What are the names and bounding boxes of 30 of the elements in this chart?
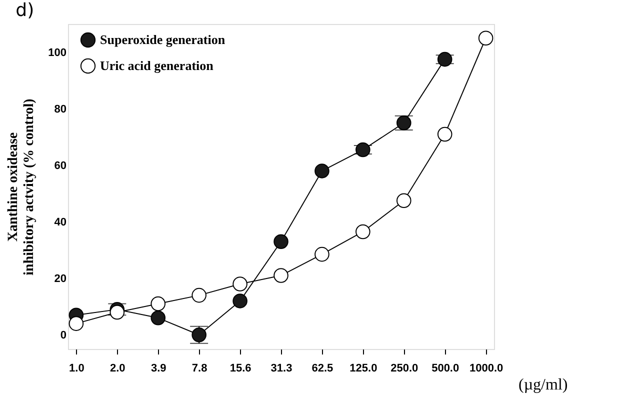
y-tick-label: 60	[54, 160, 66, 172]
point	[356, 142, 370, 158]
x-tick-label: 500.0	[432, 362, 460, 374]
point	[274, 234, 288, 249]
x-tick-label: 2.0	[110, 362, 126, 374]
point	[314, 164, 330, 178]
x-tick-label: 15.6	[230, 362, 252, 374]
y-tick-label: 20	[54, 272, 66, 285]
point	[437, 52, 452, 67]
point	[110, 304, 125, 320]
y-tick-label: 80	[54, 103, 66, 116]
y-axis-title: Xanthine oxidease inhibitory actvity (% control)	[6, 98, 38, 276]
x-tick-label: 62.5	[312, 362, 334, 374]
x-tick-label: 1.0	[69, 362, 84, 374]
y-tick-label: 0	[60, 329, 66, 342]
x-tick-label: 125.0	[350, 362, 378, 374]
y-tick-label: 40	[54, 216, 66, 228]
x-tick-label: 1000.0	[469, 362, 504, 374]
point	[232, 294, 248, 308]
x-axis-title: (µg/ml)	[518, 376, 568, 394]
legend-label: Uric acid generation	[100, 58, 214, 73]
chart-title: d)	[16, 0, 34, 21]
x-tick-label: 31.3	[270, 362, 292, 374]
x-tick-label: 250.0	[390, 362, 418, 374]
x-tick-label: 3.9	[150, 362, 166, 374]
point	[68, 316, 84, 331]
y-tick-label: 100	[48, 46, 66, 59]
point	[150, 310, 166, 326]
legend-label: Superoxide generation	[100, 32, 226, 47]
x-tick-label: 7.8	[192, 362, 208, 374]
